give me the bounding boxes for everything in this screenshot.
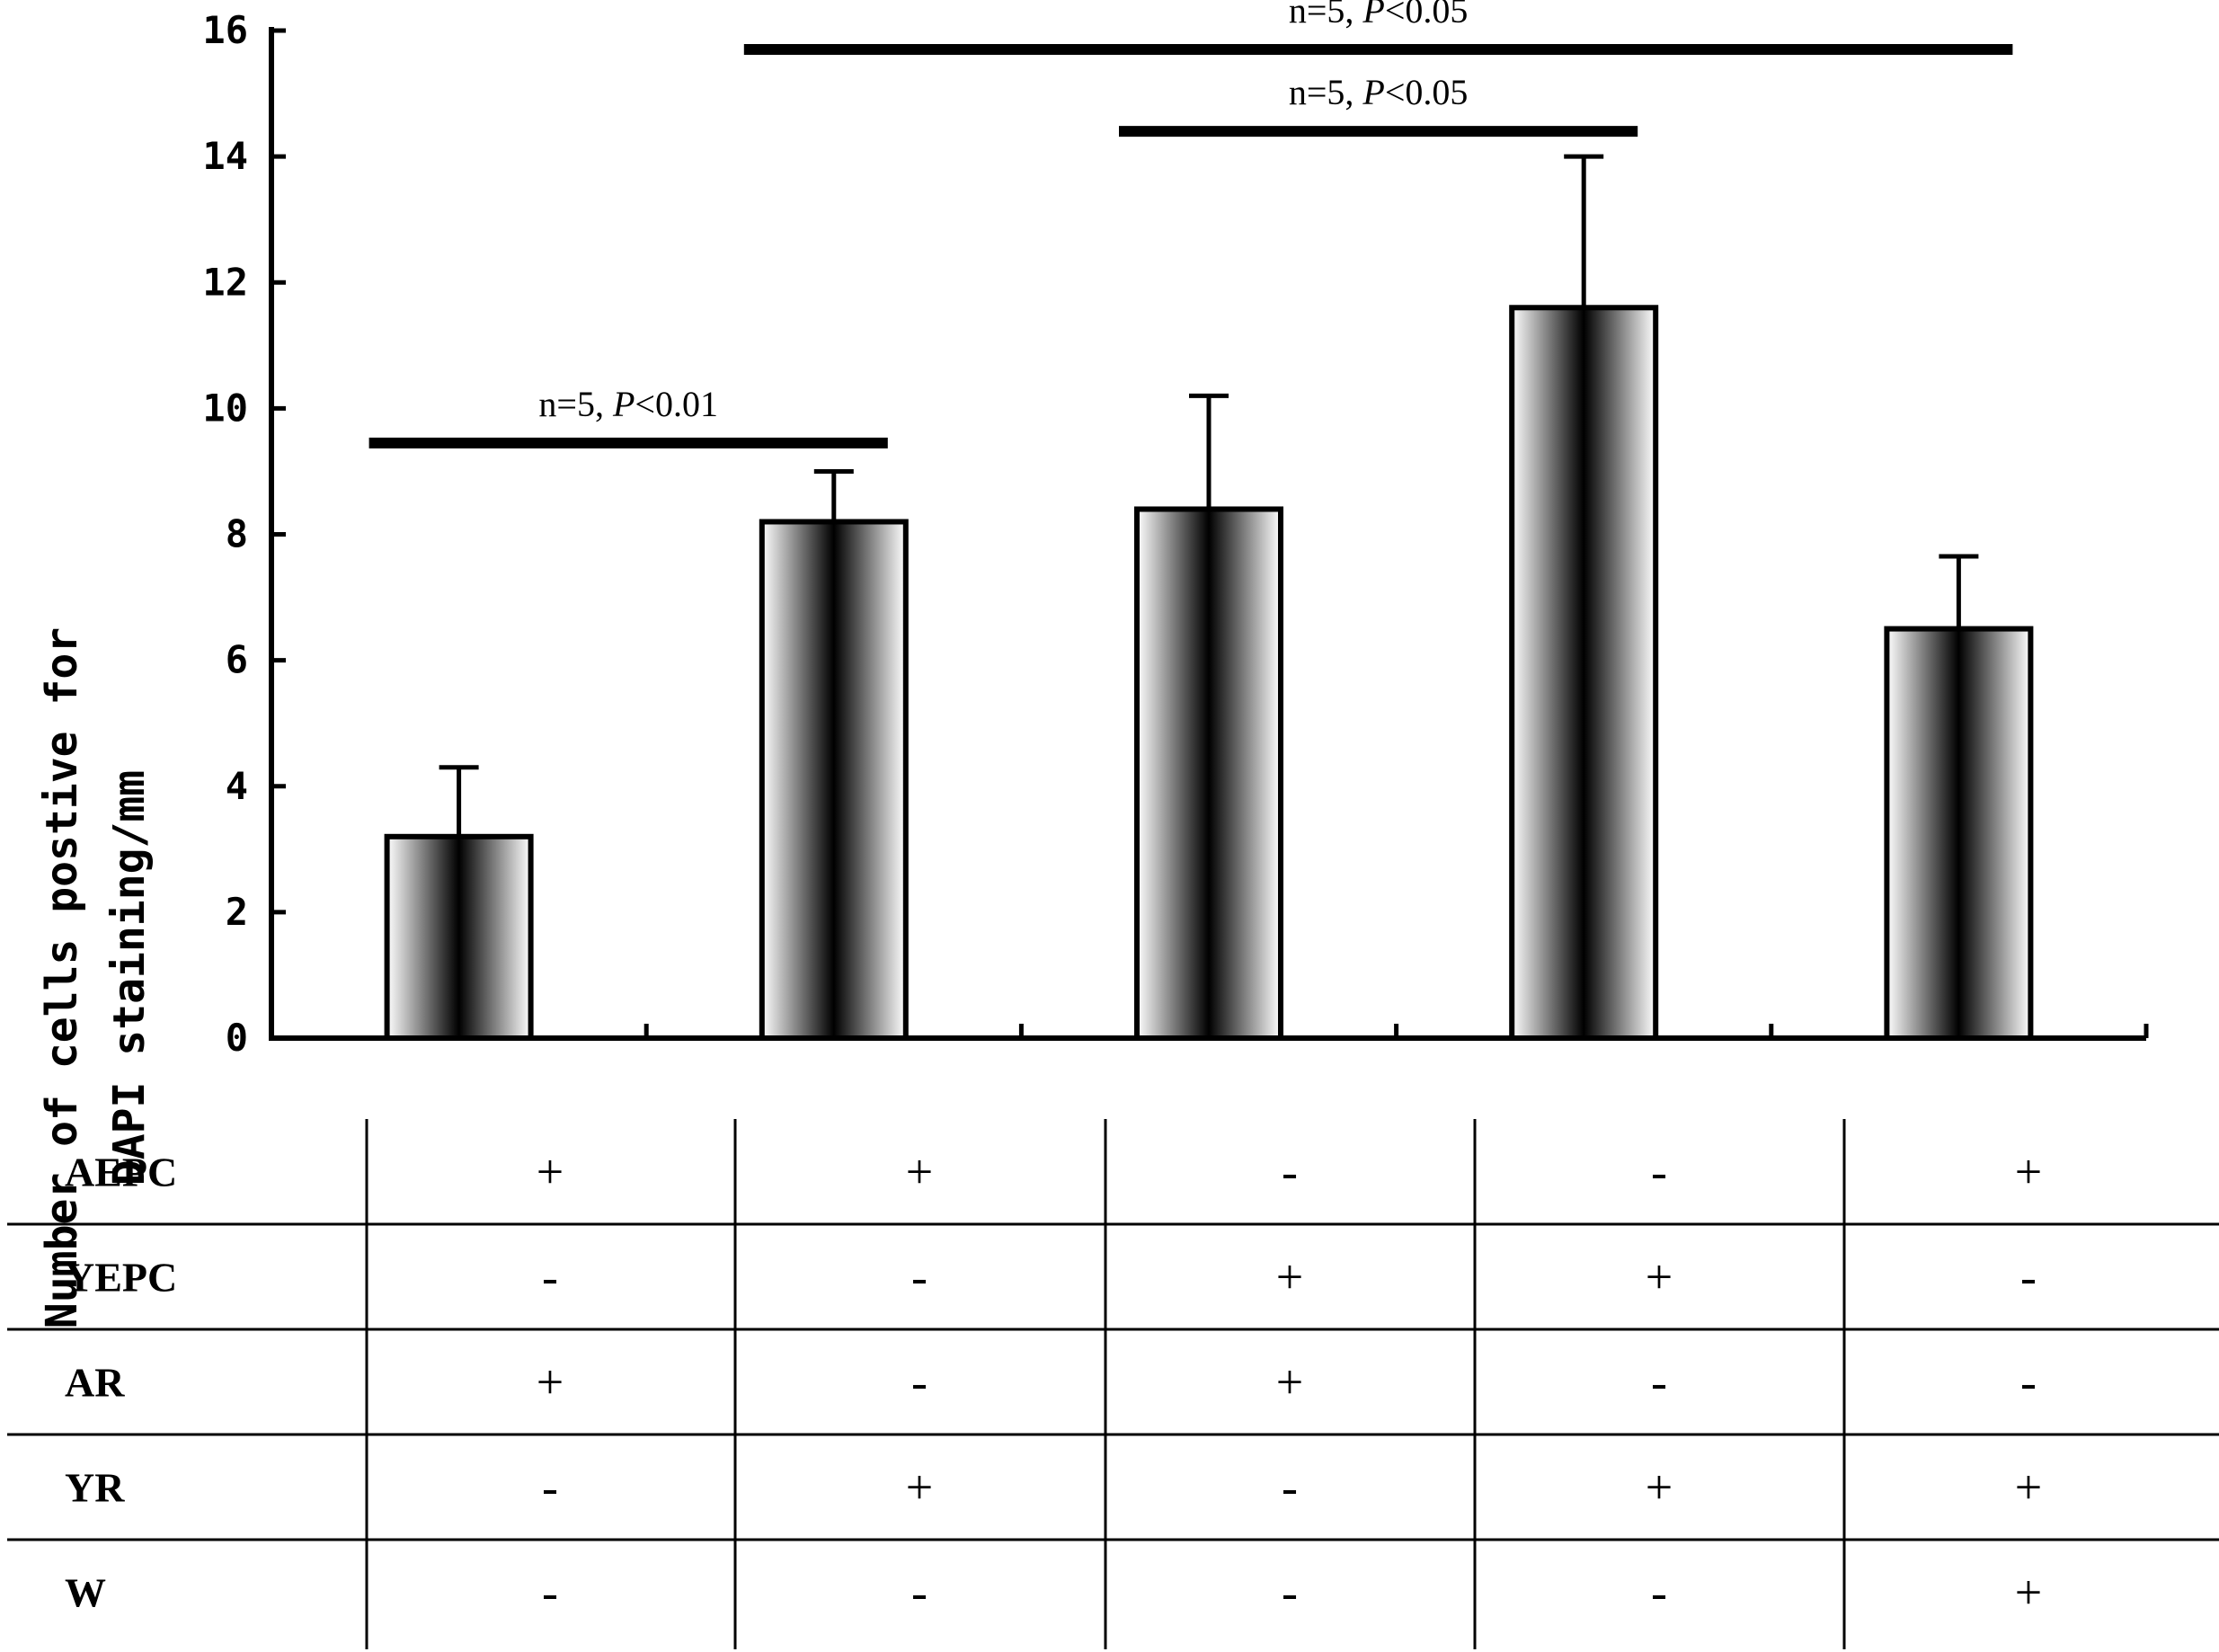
table-cell: + [906,1145,933,1199]
y-tick-label: 10 [202,386,248,430]
y-tick-label: 16 [202,8,248,52]
table-cell: - [1651,1145,1667,1199]
significance-label: n=5, P<0.01 [538,384,718,424]
table-cell: - [542,1566,558,1620]
table-cell: - [1651,1566,1667,1620]
y-axis-label-line-2: DAPI staining/mm [104,770,155,1186]
bar [759,519,909,1041]
y-axis-label-line-1: Number of cells postive for [37,627,87,1328]
table-cell: - [1282,1461,1298,1514]
table-row-label: AEPC [65,1150,177,1195]
table-cell: + [1646,1461,1673,1514]
table-cell: + [1646,1250,1673,1304]
condition-table: AEPC + + - - + YEPC - - + + - AR + - + - - YR - + - + + W - - - - + [7,1119,2219,1649]
y-tick-label: 6 [226,638,248,682]
y-tick-label: 12 [202,260,248,304]
error-bars [439,154,1979,837]
table-cell: - [1282,1145,1298,1199]
y-tick-label: 4 [226,764,248,808]
table-cell: + [906,1461,933,1514]
y-tick-label: 2 [226,890,248,934]
table-cell: + [2015,1145,2042,1199]
table-cell: - [911,1566,928,1620]
table-row-label: W [65,1570,106,1616]
table-cell: - [2020,1250,2037,1304]
table-cell: + [2015,1566,2042,1620]
bar [1509,305,1659,1041]
bar [384,833,534,1041]
y-tick-label: 8 [226,512,248,556]
table-cell: + [2015,1461,2042,1514]
table-row-label: AR [65,1360,125,1406]
bar [1134,506,1283,1041]
table-cell: - [911,1355,928,1409]
y-tick-label: 14 [202,134,248,178]
significance-label: n=5, P<0.05 [1289,72,1469,112]
table-row-label: YR [65,1465,125,1511]
table-cell: - [911,1250,928,1304]
y-tick-label: 0 [226,1016,248,1060]
significance-annotations: n=5, P<0.01 n=5, P<0.05 n=5, P<0.05 [368,0,2013,449]
table-cell: + [1276,1250,1303,1304]
table-cell: + [537,1355,564,1409]
bar [1884,626,2034,1041]
table-cell: - [2020,1355,2037,1409]
axes: 0 2 4 6 8 10 12 14 16 [202,8,2149,1060]
table-cell: - [542,1250,558,1304]
table-cell: + [537,1145,564,1199]
significance-label: n=5, P<0.05 [1289,0,1469,31]
table-row-label: YEPC [65,1255,177,1301]
table-cell: - [542,1461,558,1514]
table-cell: - [1651,1355,1667,1409]
table-cell: + [1276,1355,1303,1409]
table-cell: - [1282,1566,1298,1620]
